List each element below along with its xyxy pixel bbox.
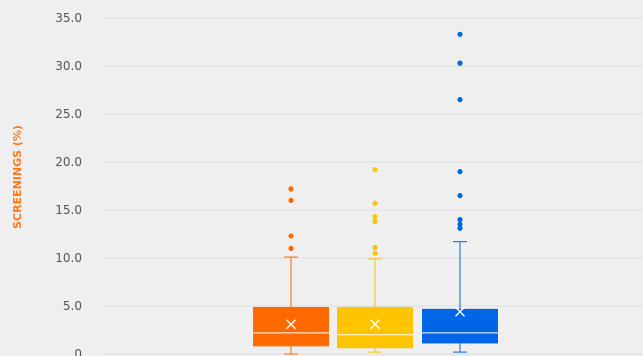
- box: [422, 308, 498, 344]
- outlier-point: [372, 250, 378, 256]
- outlier-point: [288, 186, 294, 192]
- outlier-point: [288, 233, 294, 239]
- box-group: [253, 186, 329, 355]
- box: [253, 306, 329, 347]
- outlier-point: [457, 60, 463, 66]
- y-axis-label: SCREENINGS (%): [11, 125, 24, 229]
- outlier-point: [457, 169, 463, 175]
- outlier-point: [457, 31, 463, 37]
- y-tick-label: 35.0: [55, 11, 82, 25]
- y-tick-label: 10.0: [55, 251, 82, 265]
- box-series: [253, 31, 498, 355]
- y-axis-ticks: 0 5.0 10.0 15.0 20.0 25.0 30.0 35.0: [55, 11, 82, 356]
- y-tick-label: 5.0: [63, 299, 82, 313]
- y-tick-label: 25.0: [55, 107, 82, 121]
- outlier-point: [372, 167, 378, 173]
- outlier-point: [457, 221, 463, 227]
- outlier-point: [457, 97, 463, 103]
- outlier-point: [457, 225, 463, 231]
- box: [337, 306, 413, 349]
- y-tick-label: 30.0: [55, 59, 82, 73]
- outlier-point: [288, 245, 294, 251]
- mean-marker: [455, 306, 465, 317]
- outlier-point: [372, 218, 378, 225]
- outlier-point: [457, 217, 463, 223]
- y-tick-label: 15.0: [55, 203, 82, 217]
- box-group: [337, 167, 413, 353]
- outlier-point: [372, 214, 378, 220]
- y-tick-label: 0: [74, 347, 82, 356]
- outlier-point: [457, 193, 463, 199]
- outlier-point: [372, 244, 378, 251]
- y-tick-label: 20.0: [55, 155, 82, 169]
- mean-marker: [370, 319, 380, 330]
- mean-marker: [286, 319, 296, 330]
- outlier-point: [288, 197, 294, 203]
- box-group: [422, 31, 498, 353]
- outlier-point: [372, 200, 378, 206]
- gridlines: [103, 17, 643, 355]
